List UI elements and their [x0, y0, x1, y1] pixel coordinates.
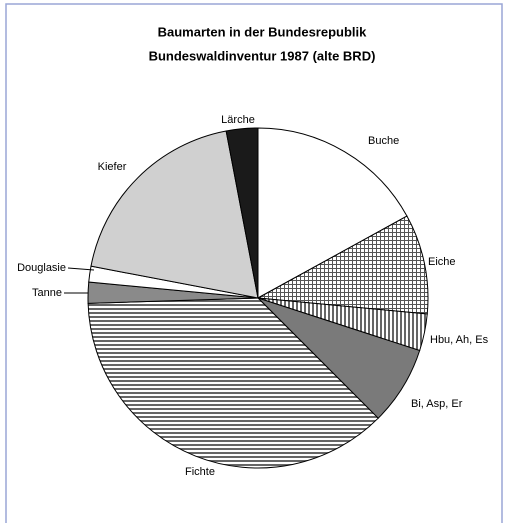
plot: Buche Eiche Hbu, Ah, Es Bi, Asp, Er Fichte Ta… [17, 114, 489, 478]
leader-line [67, 267, 95, 271]
pie-slice [256, 215, 429, 315]
slice-label: Kiefer [98, 161, 127, 173]
slice-label: Bi, Asp, Er [411, 398, 463, 410]
pie-slice [225, 127, 259, 299]
slice-label: Fichte [185, 466, 215, 478]
slice-label: Douglasie [17, 262, 66, 274]
slice-label: Lärche [221, 114, 255, 126]
slice-label: Eiche [428, 256, 456, 268]
chart-title: Baumarten in der Bundesrepublik [158, 24, 368, 39]
slice-label: Hbu, Ah, Es [430, 334, 489, 346]
slice-label: Buche [368, 135, 399, 147]
chart-subtitle: Bundeswaldinventur 1987 (alte BRD) [149, 48, 376, 63]
pie-slice [90, 130, 259, 299]
pie-slice [87, 297, 379, 469]
pie-slice [257, 127, 408, 299]
slice-label: Tanne [32, 287, 62, 299]
frame [5, 3, 503, 523]
